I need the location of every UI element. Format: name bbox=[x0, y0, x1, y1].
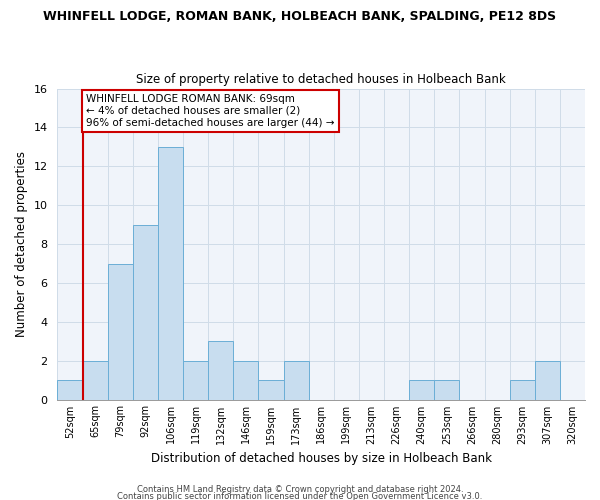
Bar bbox=[434, 380, 460, 400]
Text: Contains HM Land Registry data © Crown copyright and database right 2024.: Contains HM Land Registry data © Crown c… bbox=[137, 485, 463, 494]
Bar bbox=[259, 380, 284, 400]
Bar bbox=[509, 380, 535, 400]
Title: Size of property relative to detached houses in Holbeach Bank: Size of property relative to detached ho… bbox=[136, 73, 506, 86]
Text: WHINFELL LODGE ROMAN BANK: 69sqm
← 4% of detached houses are smaller (2)
96% of : WHINFELL LODGE ROMAN BANK: 69sqm ← 4% of… bbox=[86, 94, 335, 128]
Bar bbox=[58, 380, 83, 400]
Bar bbox=[535, 360, 560, 400]
Text: Contains public sector information licensed under the Open Government Licence v3: Contains public sector information licen… bbox=[118, 492, 482, 500]
Bar bbox=[107, 264, 133, 400]
Bar bbox=[158, 147, 183, 400]
Bar bbox=[409, 380, 434, 400]
Bar bbox=[83, 360, 107, 400]
Bar bbox=[284, 360, 308, 400]
Bar bbox=[183, 360, 208, 400]
Text: WHINFELL LODGE, ROMAN BANK, HOLBEACH BANK, SPALDING, PE12 8DS: WHINFELL LODGE, ROMAN BANK, HOLBEACH BAN… bbox=[43, 10, 557, 23]
Bar bbox=[233, 360, 259, 400]
Bar bbox=[208, 342, 233, 400]
Bar bbox=[133, 224, 158, 400]
Y-axis label: Number of detached properties: Number of detached properties bbox=[15, 151, 28, 337]
X-axis label: Distribution of detached houses by size in Holbeach Bank: Distribution of detached houses by size … bbox=[151, 452, 492, 465]
